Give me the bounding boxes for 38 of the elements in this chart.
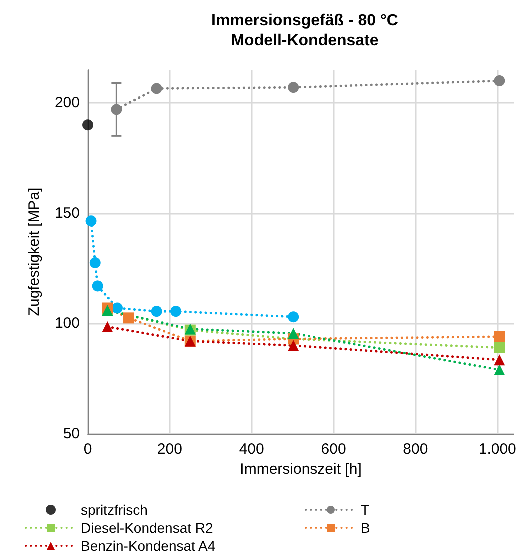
point [151,83,162,94]
point [288,340,300,352]
x-tick-label: 600 [321,441,346,458]
x-tick-label: 400 [239,441,264,458]
point [112,302,123,314]
point [92,280,104,292]
legend-label: Benzin-Kondensat A4 [81,538,216,554]
legend-label: B [361,520,370,536]
y-tick-label: 50 [63,426,80,442]
y-tick-label: 150 [54,204,80,222]
point [494,354,506,366]
legend-label: T [361,502,370,518]
x-axis-title: Immersionszeit [h] [240,460,362,478]
point [494,331,506,342]
point [90,258,101,269]
y-tick-label: 100 [54,315,80,332]
x-tick-label: 800 [403,441,428,458]
point [494,364,506,376]
chart-title: Immersionsgefäß - 80 °C Modell-Kondensate [212,12,399,50]
point [82,120,94,131]
point [102,322,114,333]
y-axis-title: Zugfestigkeit [MPa] [26,188,43,316]
point [170,306,182,318]
legend-label: spritzfrisch [81,502,148,518]
x-tick-label: 0 [84,441,92,458]
point [288,312,300,323]
point [123,312,134,324]
point [151,306,162,318]
y-tick-label: 200 [54,94,80,112]
x-tick-label: 1.000 [478,441,516,458]
point [494,76,506,87]
legend-label: Diesel-Kondensat R2 [81,520,214,536]
point [288,328,300,340]
point [86,216,97,227]
point [111,104,122,116]
x-tick-label: 200 [157,441,182,458]
point [288,82,300,94]
point [494,342,506,354]
